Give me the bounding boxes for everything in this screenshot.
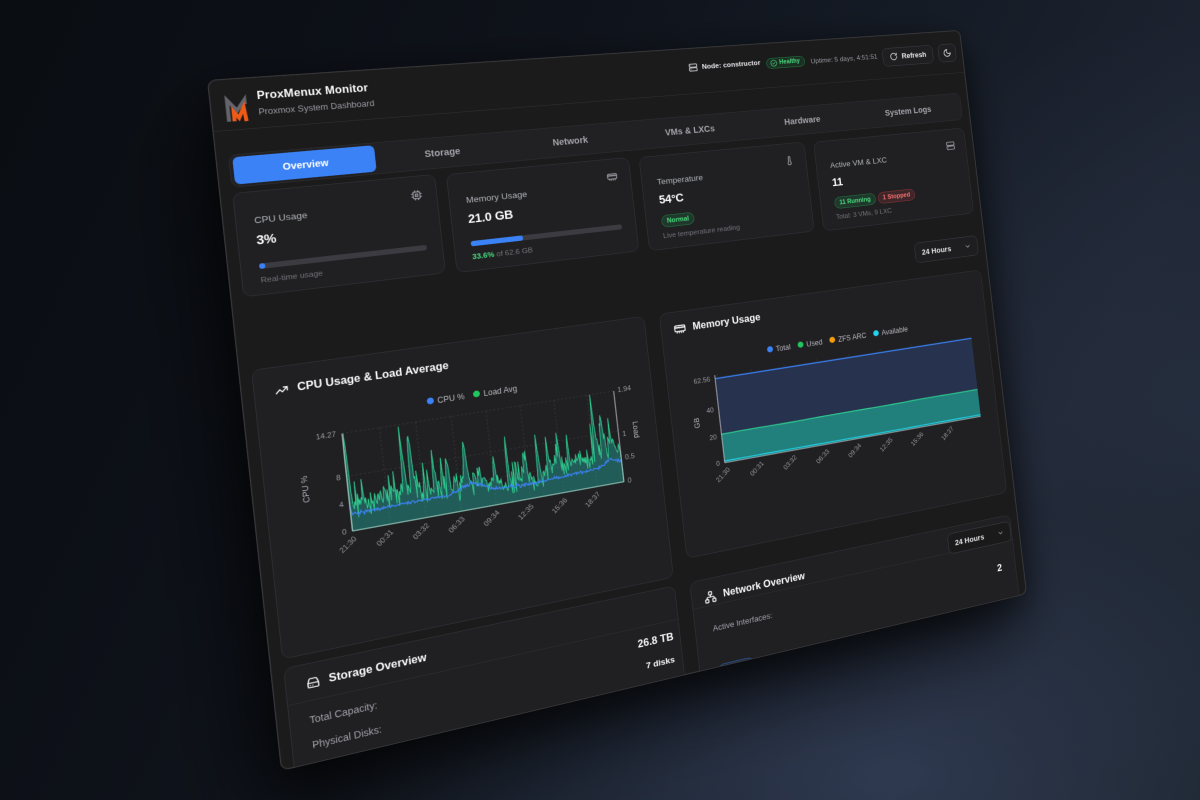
svg-text:03:32: 03:32 xyxy=(782,454,798,472)
svg-text:12:35: 12:35 xyxy=(517,502,536,521)
svg-text:1: 1 xyxy=(622,430,627,438)
svg-text:4: 4 xyxy=(339,501,345,510)
svg-text:15:36: 15:36 xyxy=(550,496,569,515)
svg-text:03:32: 03:32 xyxy=(411,521,431,541)
svg-text:21:30: 21:30 xyxy=(338,535,359,555)
svg-text:14.27: 14.27 xyxy=(315,430,336,441)
svg-text:09:34: 09:34 xyxy=(847,442,863,459)
svg-text:15:36: 15:36 xyxy=(910,430,925,447)
svg-text:00:31: 00:31 xyxy=(375,528,396,548)
svg-text:GB: GB xyxy=(692,417,701,429)
svg-text:Load: Load xyxy=(631,421,641,439)
svg-text:0: 0 xyxy=(716,460,721,468)
svg-text:20: 20 xyxy=(709,433,718,442)
svg-text:CPU %: CPU % xyxy=(299,475,312,504)
svg-text:18:37: 18:37 xyxy=(584,490,602,509)
svg-text:00:31: 00:31 xyxy=(749,460,766,478)
svg-text:06:33: 06:33 xyxy=(447,515,467,535)
svg-text:06:33: 06:33 xyxy=(815,448,831,466)
svg-text:1.94: 1.94 xyxy=(617,385,632,395)
svg-text:0: 0 xyxy=(342,528,348,537)
svg-text:0.5: 0.5 xyxy=(625,452,636,461)
svg-text:0: 0 xyxy=(627,477,632,485)
svg-text:40: 40 xyxy=(706,406,715,415)
svg-text:18:37: 18:37 xyxy=(940,425,955,442)
svg-text:8: 8 xyxy=(336,473,342,482)
svg-text:62.56: 62.56 xyxy=(693,376,711,386)
svg-text:21:30: 21:30 xyxy=(715,466,732,484)
svg-text:09:34: 09:34 xyxy=(482,508,501,527)
svg-text:12:35: 12:35 xyxy=(879,436,895,453)
